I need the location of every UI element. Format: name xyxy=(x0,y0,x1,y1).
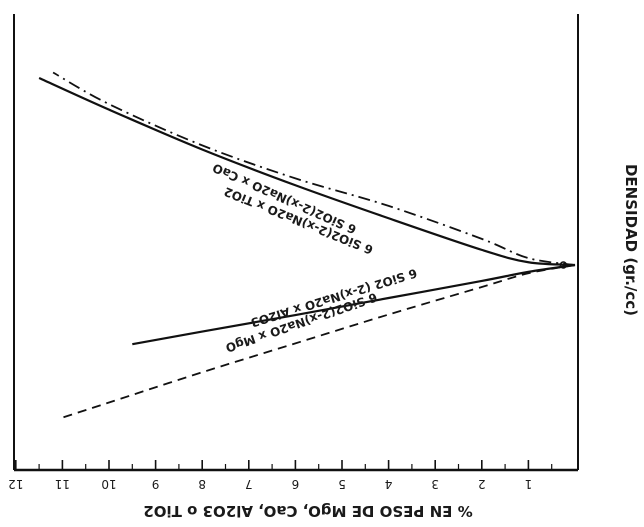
series-line xyxy=(62,264,576,419)
series-line xyxy=(52,71,576,266)
x-axis-label: % EN PESO DE MgO, CaO, Al2O3 o TiO2 xyxy=(143,502,472,520)
x-tick-label: 7 xyxy=(245,477,253,491)
x-tick-label: 4 xyxy=(385,477,393,491)
series-label: 6 SiO2(2-x)Na2O x MgO xyxy=(224,290,379,355)
x-tick-label: 11 xyxy=(55,477,70,491)
x-tick-label: 9 xyxy=(152,477,160,491)
series-line xyxy=(38,76,576,267)
x-tick-label: 1 xyxy=(525,477,533,491)
series-line xyxy=(132,263,576,346)
y-axis-label: DENSIDAD (gr./cc) xyxy=(622,164,640,316)
x-tick-label: 3 xyxy=(431,477,439,491)
x-tick-label: 10 xyxy=(101,477,116,491)
origin-marker xyxy=(559,261,568,269)
x-tick-label: 8 xyxy=(198,477,206,491)
x-tick-label: 12 xyxy=(8,477,23,491)
x-tick-label: 5 xyxy=(338,477,346,491)
x-tick-label: 2 xyxy=(478,477,486,491)
x-tick-label: 6 xyxy=(292,477,300,491)
